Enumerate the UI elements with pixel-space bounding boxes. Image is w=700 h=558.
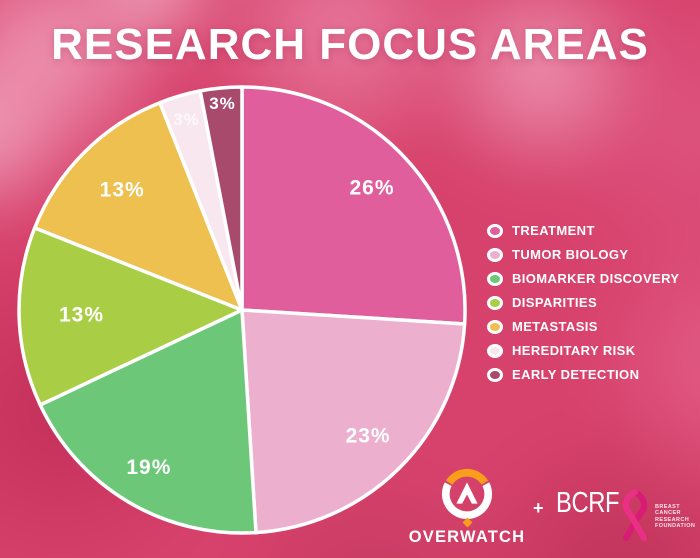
legend-label: HEREDITARY RISK (512, 343, 636, 358)
bcrf-tagline-line: BREAST (655, 504, 681, 510)
overwatch-emblem-icon (441, 468, 493, 519)
pie-label-early-detection: 3% (209, 94, 236, 113)
plus-separator: + (533, 498, 544, 518)
pie-label-biomarker-discovery: 19% (126, 456, 171, 479)
legend-item-tumor-biology: TUMOR BIOLOGY (487, 247, 679, 262)
bcrf-tagline-line: FOUNDATION (655, 523, 696, 530)
legend-swatch-icon (487, 367, 503, 382)
legend-item-disparities: DISPARITIES (487, 295, 679, 310)
pie-slice-early-detection (198, 85, 244, 312)
pie-slice-treatment (240, 85, 467, 326)
legend-item-treatment: TREATMENT (487, 223, 679, 238)
legend-swatch-icon (487, 295, 503, 310)
legend-swatch-icon (487, 223, 503, 238)
legend: TREATMENT TUMOR BIOLOGY BIOMARKER DISCOVER… (487, 223, 679, 382)
pie-slice-tumor-biology (240, 308, 467, 535)
pie-label-disparities: 13% (59, 304, 104, 327)
overwatch-wordmark: OVERWATCH (408, 528, 526, 546)
legend-label: METASTASIS (512, 319, 598, 334)
bcrf-tagline-line: CANCER (655, 510, 681, 517)
bcrf-tagline: BREAST CANCER RESEARCH FOUNDATION (655, 504, 695, 530)
pie-label-tumor-biology: 23% (346, 425, 391, 448)
pie-label-hereditary-risk: 3% (173, 110, 200, 129)
pie-slice-metastasis (32, 100, 244, 312)
legend-label: TUMOR BIOLOGY (512, 247, 629, 262)
page-title: RESEARCH FOCUS AREAS (51, 20, 649, 69)
legend-swatch-icon (487, 319, 503, 334)
pie-label-treatment: 26% (349, 176, 394, 199)
bcrf-tagline-line: RESEARCH (655, 516, 690, 523)
bcrf-logo: BCRF (556, 487, 633, 520)
legend-item-hereditary-risk: HEREDITARY RISK (487, 343, 679, 358)
pie-label-metastasis: 13% (100, 179, 145, 202)
legend-label: TREATMENT (512, 223, 595, 238)
legend-label: DISPARITIES (512, 295, 598, 310)
pie-slice-disparities (17, 226, 244, 407)
pie-slice-biomarker-discovery (38, 308, 258, 535)
overwatch-logo: OVERWATCH (402, 467, 532, 547)
legend-swatch-icon (487, 271, 503, 286)
legend-label: EARLY DETECTION (512, 367, 640, 382)
legend-swatch-icon (487, 247, 503, 262)
legend-label: BIOMARKER DISCOVERY (512, 271, 680, 286)
legend-item-biomarker-discovery: BIOMARKER DISCOVERY (487, 271, 679, 286)
bcrf-wordmark: BCRF (556, 487, 620, 519)
legend-item-early-detection: EARLY DETECTION (487, 367, 679, 382)
bcrf-ribbon-icon (622, 489, 648, 541)
legend-swatch-icon (487, 343, 503, 358)
legend-item-metastasis: METASTASIS (487, 319, 679, 334)
